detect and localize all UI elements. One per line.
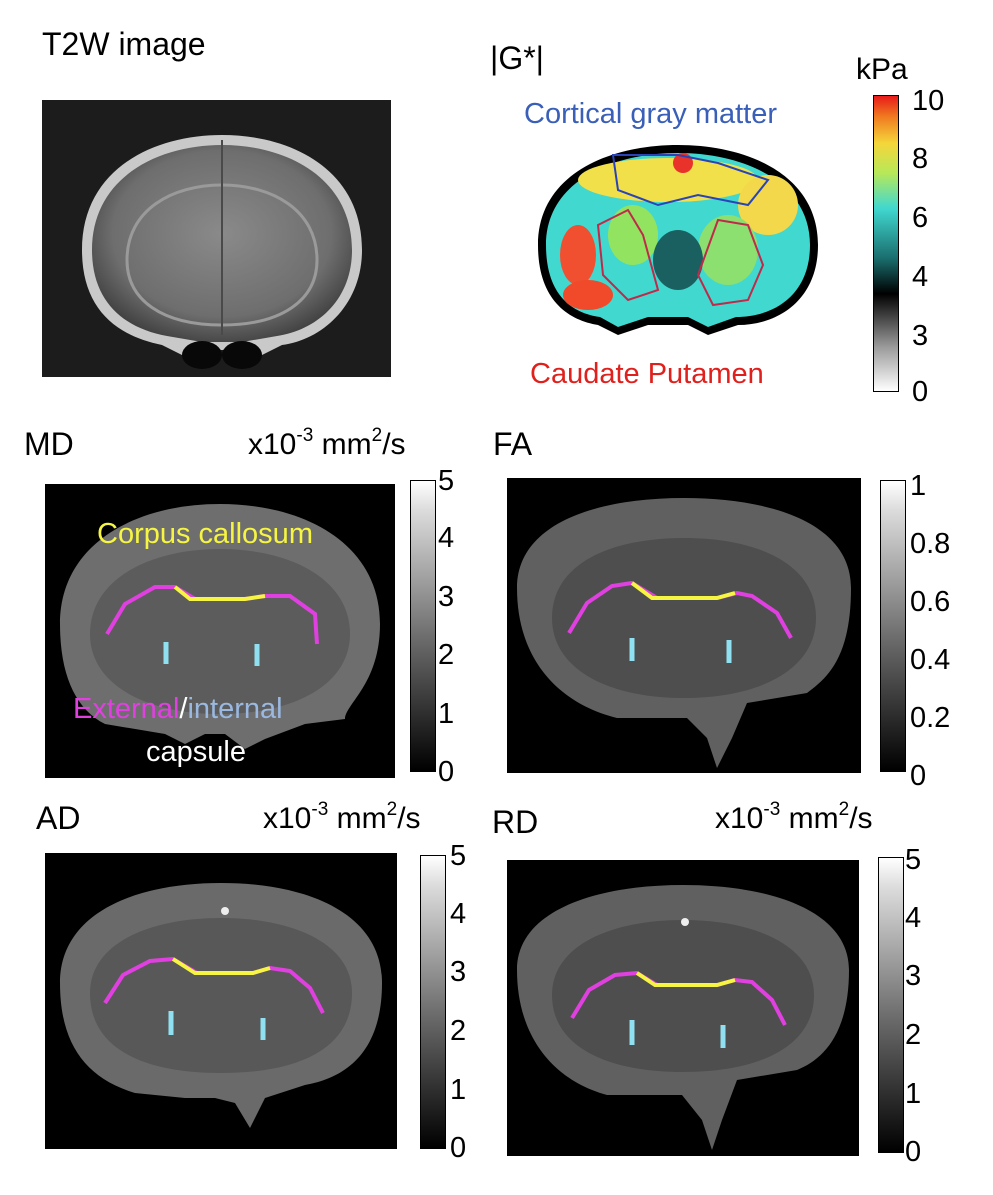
rd-unit-exp2: 2 xyxy=(838,799,850,820)
md-cc-label: Corpus callosum xyxy=(97,518,313,550)
fa-tick-0-8: 0.8 xyxy=(910,528,951,560)
rd-colorbar xyxy=(878,857,904,1153)
rd-tick-0: 0 xyxy=(905,1136,922,1168)
md-tick-5: 5 xyxy=(438,465,455,497)
ad-unit-exp: -3 xyxy=(311,799,329,820)
md-tick-3: 3 xyxy=(438,581,455,613)
gstar-tick-10: 10 xyxy=(912,85,945,117)
ad-colorbar xyxy=(420,855,446,1149)
ad-unit-exp2: 2 xyxy=(386,799,398,820)
gstar-colorbar xyxy=(873,95,899,392)
md-image xyxy=(45,484,395,778)
md-colorbar xyxy=(410,480,436,772)
md-unit-prefix: x10 xyxy=(248,428,297,461)
gstar-tick-3: 3 xyxy=(912,320,929,352)
fa-colorbar xyxy=(880,480,906,772)
rd-tick-5: 5 xyxy=(905,844,922,876)
md-tick-0: 0 xyxy=(438,756,455,788)
ad-title: AD xyxy=(36,800,81,836)
ad-image xyxy=(45,853,397,1149)
rd-unit-exp: -3 xyxy=(763,799,781,820)
fa-image xyxy=(507,478,861,773)
ad-unit: x10-3 mm2/s xyxy=(263,799,421,835)
rd-unit: x10-3 mm2/s xyxy=(715,799,873,835)
rd-tick-1: 1 xyxy=(905,1078,922,1110)
ad-unit-mid: mm xyxy=(328,802,387,835)
ad-tick-4: 4 xyxy=(450,898,467,930)
gstar-tick-4: 4 xyxy=(912,261,929,293)
fa-tick-0-6: 0.6 xyxy=(910,586,951,618)
fa-tick-1: 1 xyxy=(910,470,927,502)
ad-tick-2: 2 xyxy=(450,1015,467,1047)
fa-tick-0: 0 xyxy=(910,760,927,792)
md-tick-4: 4 xyxy=(438,522,455,554)
gstar-tick-6: 6 xyxy=(912,202,929,234)
md-unit-mid: mm xyxy=(313,428,372,461)
t2w-title: T2W image xyxy=(42,26,206,62)
ad-unit-suffix: /s xyxy=(397,802,421,835)
md-internal-label: internal xyxy=(187,693,283,725)
rd-unit-mid: mm xyxy=(780,802,839,835)
gstar-title: |G*| xyxy=(490,40,544,76)
md-tick-1: 1 xyxy=(438,698,455,730)
md-tick-2: 2 xyxy=(438,639,455,671)
caudate-label: Caudate Putamen xyxy=(530,358,764,390)
gstar-tick-0: 0 xyxy=(912,376,929,408)
gstar-map xyxy=(518,135,830,365)
fa-tick-0-4: 0.4 xyxy=(910,644,951,676)
md-external-label: External xyxy=(73,693,180,725)
md-capsule-label: capsule xyxy=(146,736,246,768)
rd-title: RD xyxy=(492,804,539,840)
md-unit-exp: -3 xyxy=(296,425,314,446)
rd-tick-4: 4 xyxy=(905,902,922,934)
rd-unit-prefix: x10 xyxy=(715,802,764,835)
gstar-tick-8: 8 xyxy=(912,143,929,175)
md-unit: x10-3 mm2/s xyxy=(248,425,406,461)
md-title: MD xyxy=(24,426,74,462)
ad-tick-5: 5 xyxy=(450,840,467,872)
rd-tick-3: 3 xyxy=(905,960,922,992)
cortex-label: Cortical gray matter xyxy=(524,98,778,130)
ad-tick-0: 0 xyxy=(450,1132,467,1164)
md-unit-suffix: /s xyxy=(382,428,406,461)
md-slash: / xyxy=(179,693,188,725)
md-unit-exp2: 2 xyxy=(371,425,383,446)
ad-unit-prefix: x10 xyxy=(263,802,312,835)
ad-tick-1: 1 xyxy=(450,1074,467,1106)
rd-image xyxy=(507,860,859,1156)
t2w-image xyxy=(42,100,391,377)
rd-unit-suffix: /s xyxy=(849,802,873,835)
md-capsule-label-line: External/internal xyxy=(73,695,283,724)
fa-title: FA xyxy=(493,426,533,462)
ad-tick-3: 3 xyxy=(450,956,467,988)
gstar-unit: kPa xyxy=(856,53,908,86)
fa-tick-0-2: 0.2 xyxy=(910,702,951,734)
rd-tick-2: 2 xyxy=(905,1019,922,1051)
